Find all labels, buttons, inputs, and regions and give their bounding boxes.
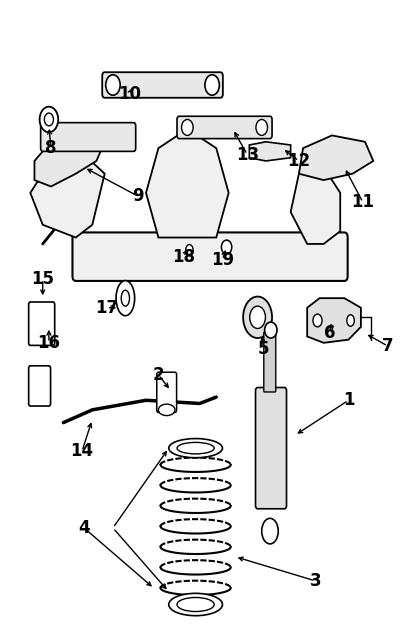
Ellipse shape <box>262 519 278 544</box>
Polygon shape <box>146 129 229 238</box>
Text: 5: 5 <box>258 340 270 358</box>
FancyBboxPatch shape <box>157 372 177 412</box>
Text: 10: 10 <box>118 85 141 103</box>
FancyBboxPatch shape <box>102 72 223 98</box>
Text: 19: 19 <box>211 251 234 269</box>
Text: 9: 9 <box>132 187 144 205</box>
Text: 8: 8 <box>45 139 57 157</box>
Ellipse shape <box>40 106 58 132</box>
Polygon shape <box>35 129 105 187</box>
Ellipse shape <box>169 438 223 458</box>
Text: 17: 17 <box>95 299 118 317</box>
Text: 13: 13 <box>236 146 259 163</box>
Text: 7: 7 <box>382 337 394 355</box>
Text: 15: 15 <box>31 270 54 288</box>
Ellipse shape <box>177 442 214 454</box>
Ellipse shape <box>250 306 265 328</box>
Text: 6: 6 <box>324 324 336 342</box>
Text: 18: 18 <box>172 247 195 265</box>
Text: 4: 4 <box>78 519 90 537</box>
Ellipse shape <box>347 315 354 326</box>
Text: 16: 16 <box>37 334 60 352</box>
Ellipse shape <box>158 404 175 415</box>
Ellipse shape <box>181 119 193 135</box>
Polygon shape <box>299 135 373 180</box>
Ellipse shape <box>169 594 223 615</box>
Polygon shape <box>291 167 340 244</box>
FancyBboxPatch shape <box>264 332 276 392</box>
Ellipse shape <box>256 119 267 135</box>
FancyBboxPatch shape <box>72 233 348 281</box>
Ellipse shape <box>265 322 277 338</box>
FancyBboxPatch shape <box>177 116 272 138</box>
Ellipse shape <box>205 75 219 96</box>
Polygon shape <box>307 298 361 343</box>
Text: 2: 2 <box>153 366 164 384</box>
Polygon shape <box>30 154 105 238</box>
Text: 11: 11 <box>352 194 374 212</box>
Text: 1: 1 <box>343 391 354 409</box>
Text: 12: 12 <box>287 152 310 170</box>
Polygon shape <box>249 142 291 161</box>
Ellipse shape <box>45 113 53 126</box>
FancyBboxPatch shape <box>29 366 51 406</box>
Ellipse shape <box>243 297 272 338</box>
Ellipse shape <box>121 290 129 306</box>
Ellipse shape <box>221 240 232 254</box>
FancyBboxPatch shape <box>29 302 54 345</box>
Ellipse shape <box>116 281 135 316</box>
FancyBboxPatch shape <box>41 122 136 151</box>
FancyBboxPatch shape <box>255 388 287 509</box>
Ellipse shape <box>177 597 214 612</box>
Ellipse shape <box>313 314 322 327</box>
Text: 3: 3 <box>310 572 321 590</box>
Ellipse shape <box>106 75 120 96</box>
Text: 14: 14 <box>70 442 94 460</box>
Ellipse shape <box>186 245 193 256</box>
